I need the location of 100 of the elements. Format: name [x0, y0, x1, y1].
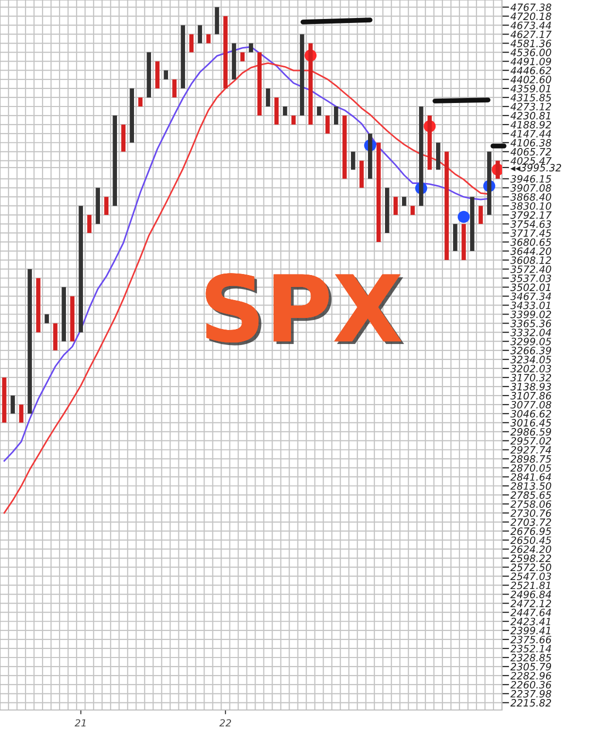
y-tick-label: 4673.44 [510, 22, 551, 30]
y-tick-label: 4315.85 [510, 94, 552, 102]
y-tick-label: 2472.12 [510, 600, 552, 608]
y-tick-label: 3299.05 [510, 338, 552, 346]
y-tick-label: 3717.45 [510, 229, 552, 237]
candlestick [78, 206, 83, 332]
y-tick-label: ◂◂3995.32 [510, 164, 562, 172]
y-tick-label: 2447.64 [510, 608, 551, 616]
y-tick-label: 2352.14 [510, 644, 551, 652]
candlestick [240, 52, 245, 62]
candlestick [316, 106, 322, 116]
candlestick [248, 43, 254, 52]
y-tick-label: 4025.47 [510, 157, 552, 165]
y-tick-label: 3868.40 [510, 193, 552, 201]
y-tick-label: 4359.01 [510, 84, 550, 92]
candlestick [394, 196, 398, 215]
candlestick [359, 160, 364, 188]
candlestick [419, 106, 424, 206]
candlestick [36, 278, 40, 332]
candlestick [266, 88, 270, 106]
y-tick-label: 3138.93 [510, 382, 552, 390]
x-tick-label: 22 [219, 719, 232, 726]
candlestick [325, 116, 330, 134]
candlestick [223, 16, 228, 88]
y-tick-label: 2260.36 [510, 680, 552, 689]
candlestick [342, 116, 347, 179]
y-tick-label: 2986.59 [510, 428, 552, 436]
y-tick-label: 2676.95 [510, 527, 552, 535]
y-tick-label: 3907.08 [510, 184, 552, 192]
y-tick-label: 3644.20 [510, 247, 552, 255]
candlestick [146, 52, 152, 98]
candlestick [121, 124, 126, 152]
y-tick-label: 2730.76 [510, 509, 552, 517]
y-tick-label: 3754.63 [510, 220, 552, 228]
candlestick [385, 188, 390, 233]
y-tick-label: 4720.18 [510, 12, 552, 20]
candlestick [444, 152, 449, 260]
y-tick-label: 2870.05 [510, 464, 552, 472]
candlestick [87, 214, 92, 233]
y-tick-label: 3537.03 [510, 274, 552, 282]
y-tick-label: 3792.17 [510, 211, 552, 219]
y-tick-label: 4767.38 [510, 4, 552, 12]
annotation: SPX [206, 273, 404, 346]
candlestick [428, 116, 432, 170]
y-tick-label: 2785.65 [510, 491, 552, 499]
y-tick-label: 4147.44 [510, 130, 551, 138]
y-tick-label: 2703.72 [510, 518, 552, 526]
y-tick-label: 2957.02 [510, 437, 552, 445]
candlestick [308, 43, 313, 125]
y-tick-label: 3077.08 [510, 400, 552, 409]
y-tick-label: 4446.62 [510, 66, 552, 74]
candlestick [10, 396, 15, 414]
candlestick [198, 25, 202, 44]
candlestick [462, 224, 466, 260]
y-tick-label: 2898.75 [510, 455, 552, 463]
y-tick-label: 2624.20 [510, 545, 552, 554]
candlestick [487, 152, 492, 215]
candlestick [28, 269, 32, 414]
candlestick [214, 7, 220, 34]
candlestick [172, 79, 177, 98]
candlestick [189, 34, 194, 52]
y-tick-label: 3680.65 [510, 238, 552, 246]
y-tick-label: 3608.12 [510, 256, 552, 264]
y-tick-label: 3830.10 [510, 202, 552, 210]
y-tick-label: 2813.50 [510, 482, 552, 490]
y-tick-label: 3266.39 [510, 346, 552, 354]
y-tick-label: 3467.34 [510, 292, 551, 300]
y-tick-label: 3946.15 [510, 175, 552, 183]
y-tick-label: 2521.81 [510, 582, 550, 590]
y-tick-label: 2572.50 [510, 564, 552, 572]
y-tick-label: 2399.41 [510, 626, 550, 634]
y-tick-label: 2496.84 [510, 590, 551, 598]
y-tick-label: 4581.36 [510, 40, 552, 48]
y-tick-label: 2841.64 [510, 473, 551, 481]
y-tick-label: 2927.74 [510, 446, 551, 454]
y-tick-label: 3234.05 [510, 356, 552, 364]
candlestick [478, 206, 483, 224]
y-tick-label: 2650.45 [510, 536, 552, 544]
candlestick [368, 134, 372, 179]
y-tick-label: 4491.09 [510, 58, 552, 66]
y-tick-label: 4273.12 [510, 102, 552, 110]
y-tick-label: 4065.72 [510, 148, 552, 156]
candlestick [350, 152, 356, 170]
candlestick [402, 196, 406, 206]
y-tick-label: 3572.40 [510, 265, 552, 274]
y-tick-label: 3365.36 [510, 320, 552, 328]
candlestick [62, 287, 66, 342]
candlestick [453, 224, 458, 252]
y-tick-label: 4402.60 [510, 76, 552, 84]
candlestick [44, 314, 49, 324]
candlestick [2, 377, 6, 423]
y-tick-label: 2423.41 [510, 618, 550, 626]
y-tick-label: 3502.01 [510, 284, 550, 292]
y-tick-label: 3046.62 [510, 410, 552, 418]
candlestick [155, 61, 160, 88]
candlestick [53, 323, 58, 350]
y-tick-label: 4627.17 [510, 30, 552, 38]
y-tick-label: 3332.04 [510, 328, 551, 336]
y-tick-label: 3016.45 [510, 419, 552, 427]
candlestick [96, 188, 100, 224]
